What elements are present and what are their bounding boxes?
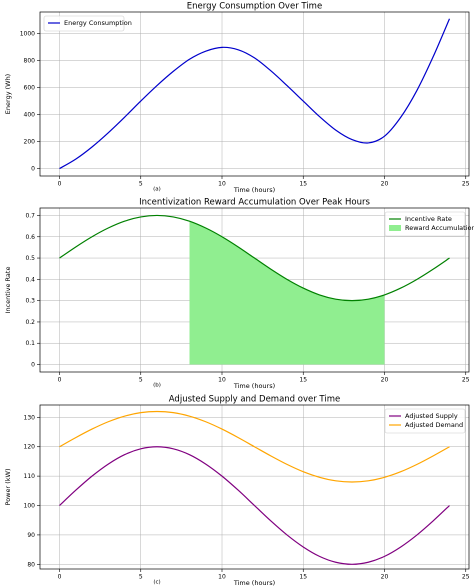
y-tick-label: 600: [24, 85, 36, 92]
x-tick-label: 0: [58, 377, 62, 384]
series-line: [59, 214, 450, 302]
x-axis-label: Time (hours): [233, 382, 275, 390]
plot-frame: [39, 11, 470, 177]
y-tick-label: 0.3: [25, 298, 35, 305]
y-tick-label: 100: [24, 503, 36, 510]
x-tick-label: 0: [58, 181, 62, 188]
y-tick-label: 0: [31, 166, 35, 173]
y-tick-label: 80: [27, 561, 35, 568]
y-tick-label: 0.4: [25, 276, 35, 283]
legend-label: Adjusted Demand: [405, 421, 463, 429]
y-tick-label: 800: [24, 58, 36, 65]
legend-swatch: [389, 225, 401, 231]
legend-box: [43, 15, 125, 32]
y-tick-label: 0.5: [25, 255, 35, 262]
legend-box: [384, 408, 466, 434]
y-tick-label: 0: [31, 362, 35, 369]
y-tick-label: 130: [24, 414, 36, 421]
legend-box: [384, 211, 466, 237]
x-axis-label: Time (hours): [233, 186, 275, 194]
chart-title: Energy Consumption Over Time: [187, 2, 322, 12]
x-tick-label: 20: [381, 377, 389, 384]
legend-label: Adjusted Supply: [405, 412, 458, 420]
x-tick-label: 25: [462, 181, 470, 188]
chart-1: 0 5 10 15 20 25 0 200 400 600 800 1000 Energy Consum…: [4, 2, 470, 195]
legend-label: Reward Accumulation: [405, 224, 474, 232]
series-line: [59, 18, 451, 170]
x-tick-label: 0: [58, 574, 62, 581]
y-tick-label: 400: [24, 112, 36, 119]
legend-label: Incentive Rate: [405, 215, 452, 223]
x-tick-label: 5: [139, 377, 143, 384]
plot-frame: [39, 207, 470, 373]
x-tick-label: 20: [381, 574, 389, 581]
chart-title: Adjusted Supply and Demand over Time: [169, 395, 340, 405]
y-axis-label: Incentive Rate: [4, 267, 12, 314]
series-line: [59, 410, 450, 483]
chart-2: 0 5 10 15 20 25 0 0.1 0.2 0.3 0.4 0.5 0.6 0.7 Incentiv…: [4, 198, 474, 391]
x-tick-label: 25: [462, 377, 470, 384]
x-tick-label: 15: [299, 574, 307, 581]
x-tick-label: 25: [462, 574, 470, 581]
y-tick-label: 90: [27, 532, 35, 539]
x-tick-label: 10: [218, 574, 226, 581]
y-axis-label: Power (kW): [4, 469, 12, 506]
x-tick-label: 5: [139, 181, 143, 188]
y-tick-label: 1000: [20, 31, 35, 38]
y-axis-label: Energy (Wh): [4, 74, 12, 114]
chart-3: 0 5 10 15 20 25 80 90 100 110 120 130 Adjusted Suppl…: [4, 395, 470, 586]
legend-label: Energy Consumption: [64, 19, 132, 27]
x-tick-label: 5: [139, 574, 143, 581]
y-tick-label: 120: [24, 444, 36, 451]
x-tick-label: 15: [299, 377, 307, 384]
y-tick-label: 0.1: [25, 340, 35, 347]
x-tick-label: 10: [218, 377, 226, 384]
x-tick-label: 15: [299, 181, 307, 188]
reward-accumulation-area: [189, 221, 385, 365]
x-tick-label: 20: [381, 181, 389, 188]
y-tick-label: 110: [24, 473, 36, 480]
plot-frame: [39, 404, 470, 570]
chart-title: Incentivization Reward Accumulation Over…: [139, 198, 370, 208]
y-tick-label: 200: [24, 139, 36, 146]
x-axis-label: Time (hours): [233, 579, 275, 586]
y-tick-label: 0.2: [25, 319, 35, 326]
series-line: [59, 446, 450, 565]
y-tick-label: 0.7: [25, 212, 35, 219]
x-tick-label: 10: [218, 181, 226, 188]
y-tick-label: 0.6: [25, 234, 35, 241]
panel-label: (b): [153, 383, 161, 389]
legend: Energy Consumption: [43, 15, 132, 32]
panel-label: (c): [153, 580, 160, 586]
panel-label: (a): [153, 187, 161, 193]
